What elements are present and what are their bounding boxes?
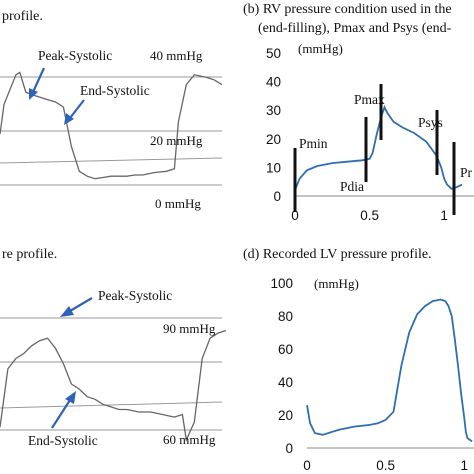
panel-d-y-tick-20: 20	[278, 408, 293, 423]
panel-d-x-tick-1: 1	[461, 458, 469, 473]
panel-d-y-tick-0: 0	[285, 441, 293, 456]
panel-d: (d) Recorded LV pressure profile. (mmHg)…	[243, 247, 474, 473]
panel-b-x-tick-1: 1	[440, 208, 448, 223]
panel-a: profile. Peak-Systolic End-Systolic 40 m…	[0, 9, 223, 211]
panel-d-pressure-curve	[306, 298, 473, 443]
panel-d-y-tick-60: 60	[278, 342, 293, 357]
panel-c-caption: re profile.	[2, 247, 57, 262]
panel-b-x-tick-0: 0	[291, 208, 299, 223]
panel-b-y-tick-30: 30	[266, 103, 281, 118]
panel-b-y-tick-10: 10	[266, 160, 281, 175]
panel-c-peak-systolic-label: Peak-Systolic	[98, 288, 172, 303]
panel-a-20-mmhg-label: 20 mmHg	[150, 133, 203, 148]
panel-b-y-axis: 0 10 20 30 40 50	[266, 46, 281, 204]
panel-b-pressure-curve	[294, 105, 463, 191]
panel-d-x-axis: 0 0.5 1	[303, 458, 468, 473]
panel-a-peak-systolic-label: Peak-Systolic	[38, 48, 112, 63]
panel-b-pmin-label: Pmin	[299, 136, 328, 151]
panel-a-end-systolic-label: End-Systolic	[80, 83, 150, 98]
panel-b-pr-label: Pr	[460, 165, 473, 180]
panel-b-y-tick-0: 0	[273, 189, 281, 204]
panel-b-caption-line1: (b) RV pressure condition used in the	[243, 2, 452, 17]
panel-d-y-axis: 0 20 40 60 80 100	[270, 276, 293, 456]
panel-a-40-mmhg-label: 40 mmHg	[150, 48, 203, 63]
panel-c-end-arrow	[51, 391, 76, 429]
panel-c-60-mmhg-label: 60 mmHg	[163, 432, 216, 447]
panel-d-x-tick-0.5: 0.5	[376, 458, 395, 473]
panel-c-pressure-trace	[0, 329, 227, 443]
panel-b: (b) RV pressure condition used in the (e…	[243, 2, 474, 223]
panel-d-y-tick-100: 100	[270, 276, 293, 291]
panel-a-peak-arrow	[29, 67, 45, 100]
panel-b-y-tick-50: 50	[266, 46, 281, 61]
panel-c-90-mmhg-label: 90 mmHg	[163, 321, 216, 336]
panel-b-unit-label: (mmHg)	[298, 41, 343, 56]
panel-d-x-tick-0: 0	[303, 458, 311, 473]
panel-c-peak-arrow	[60, 297, 93, 317]
panel-a-0-mmhg-label: 0 mmHg	[155, 196, 201, 211]
panel-b-y-tick-40: 40	[266, 75, 281, 90]
panel-b-psys-label: Psys	[418, 115, 443, 130]
panel-a-baseline	[0, 157, 223, 164]
panel-a-pressure-trace	[0, 71, 223, 180]
panel-c-end-systolic-label: End-Systolic	[28, 433, 98, 448]
panel-c: re profile. Peak-Systolic End-Systolic 9…	[0, 247, 227, 448]
panel-b-x-tick-0.5: 0.5	[360, 208, 379, 223]
panel-d-unit-label: (mmHg)	[314, 276, 359, 291]
panel-c-baseline	[0, 401, 223, 409]
panel-b-x-axis: 0 0.5 1	[291, 208, 448, 223]
panel-d-y-tick-40: 40	[278, 375, 293, 390]
panel-d-caption: (d) Recorded LV pressure profile.	[243, 247, 432, 262]
panel-a-end-arrow	[64, 99, 85, 125]
panel-a-caption: profile.	[2, 9, 43, 24]
panel-b-pdia-label: Pdia	[340, 179, 364, 194]
panel-b-caption-line2: (end-filling), Pmax and Psys (end-	[258, 21, 452, 36]
panel-b-pmax-label: Pmax	[354, 92, 385, 107]
panel-d-y-tick-80: 80	[278, 309, 293, 324]
panel-b-y-tick-20: 20	[266, 132, 281, 147]
